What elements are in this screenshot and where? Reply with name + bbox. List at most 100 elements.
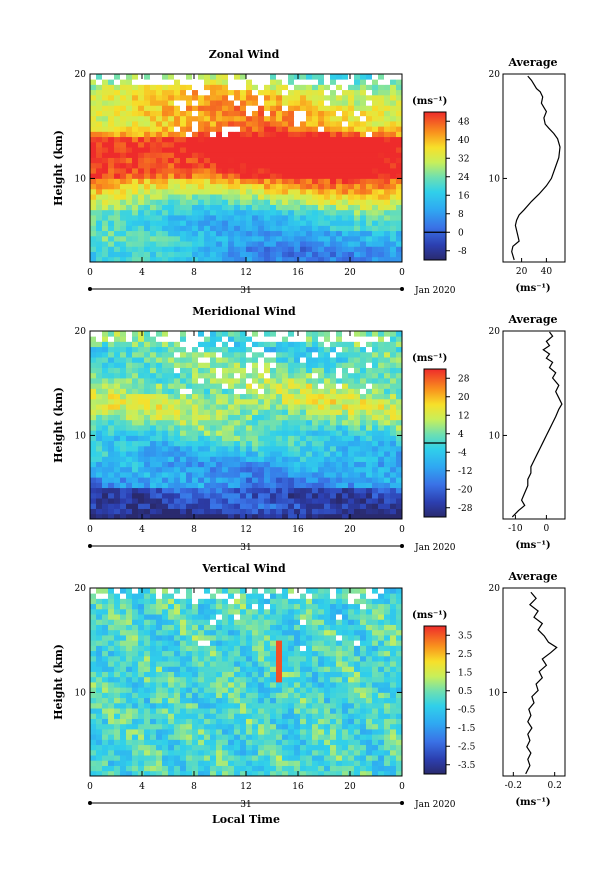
heatmap-cell (120, 230, 127, 237)
heatmap-cell (216, 760, 223, 766)
heatmap-cell (312, 168, 319, 174)
heatmap-cell (144, 451, 151, 457)
heatmap-cell (210, 425, 217, 431)
heatmap-cell (138, 760, 145, 766)
heatmap-cell (210, 225, 217, 232)
heatmap-cell (294, 204, 301, 211)
heatmap-cell (336, 199, 343, 205)
heatmap-cell (270, 215, 277, 221)
heatmap-cell (180, 351, 187, 358)
heatmap-cell (390, 718, 397, 725)
heatmap-cell (198, 136, 205, 143)
heatmap-cell (204, 692, 211, 699)
heatmap-cell (150, 723, 157, 730)
heatmap-cell (162, 472, 169, 478)
heatmap-cell (168, 697, 175, 704)
heatmap-cell (198, 383, 205, 389)
heatmap-cell (120, 445, 127, 452)
heatmap-cell (366, 676, 373, 683)
heatmap-cell (186, 383, 193, 389)
heatmap-cell (114, 477, 121, 483)
heatmap-cell (90, 241, 97, 247)
x-tick-label: 0 (87, 525, 93, 535)
heatmap-cell (114, 461, 121, 468)
heatmap-cell (168, 440, 175, 447)
heatmap-cell (228, 383, 235, 389)
heatmap-cell (216, 687, 223, 693)
heatmap-cell (366, 89, 373, 96)
heatmap-cell (90, 183, 97, 190)
heatmap-cell (264, 713, 271, 719)
heatmap-cell (282, 188, 289, 195)
heatmap-cell (378, 671, 385, 678)
heatmap-cell (384, 739, 391, 746)
heatmap-cell (384, 697, 391, 704)
heatmap-cell (342, 729, 349, 735)
heatmap-cell (96, 456, 103, 462)
heatmap-cell (348, 404, 355, 410)
heatmap-cell (96, 430, 103, 436)
heatmap-cell (264, 466, 271, 473)
heatmap-cell (282, 246, 289, 252)
heatmap-cell (192, 220, 199, 226)
heatmap-cell (186, 713, 193, 719)
heatmap-cell (108, 734, 115, 740)
heatmap-cell (204, 178, 211, 185)
heatmap-cell (330, 451, 337, 457)
heatmap-cell (354, 734, 361, 740)
heatmap-cell (90, 341, 97, 348)
heatmap-cell (210, 487, 217, 494)
heatmap-cell (162, 749, 169, 756)
heatmap-cell (132, 513, 139, 520)
heatmap-cell (378, 79, 385, 85)
heatmap-cell (102, 435, 109, 442)
heatmap-cell (336, 666, 343, 672)
heatmap-cell (396, 115, 403, 122)
heatmap-cell (300, 451, 307, 457)
heatmap-cell (306, 100, 313, 106)
profile-x-tick-label: 40 (541, 267, 553, 277)
heatmap-cell (246, 682, 253, 688)
heatmap-cell (396, 718, 403, 725)
heatmap-cell (90, 414, 97, 421)
heatmap-cell (204, 110, 211, 117)
heatmap-cell (114, 718, 121, 725)
heatmap-cell (342, 331, 349, 337)
heatmap-cell (390, 398, 397, 405)
heatmap-cell (186, 79, 193, 85)
heatmap-cell (216, 121, 223, 127)
heatmap-cell (90, 105, 97, 111)
heatmap-cell (366, 230, 373, 237)
heatmap-cell (126, 362, 133, 368)
heatmap-cell (156, 383, 163, 389)
heatmap-cell (390, 256, 397, 263)
heatmap-cell (144, 225, 151, 232)
heatmap-cell (372, 357, 379, 363)
heatmap-cell (192, 440, 199, 447)
heatmap-cell (228, 770, 235, 777)
heatmap-cell (174, 84, 181, 91)
heatmap-cell (306, 94, 313, 101)
heatmap-cell (150, 362, 157, 368)
heatmap-cell (132, 105, 139, 111)
heatmap-cell (150, 331, 157, 337)
heatmap-cell (354, 235, 361, 242)
heatmap-cell (378, 341, 385, 348)
heatmap-cell (234, 708, 241, 714)
heatmap-cell (186, 351, 193, 358)
heatmap-cell (396, 204, 403, 211)
heatmap-cell (330, 131, 337, 138)
heatmap-cell (330, 671, 337, 678)
heatmap-cell (342, 702, 349, 709)
heatmap-cell (282, 241, 289, 247)
profile-x-ticks: 20 40 (516, 258, 553, 277)
heatmap-cell (138, 398, 145, 405)
heatmap-cell (294, 466, 301, 473)
heatmap-cell (156, 126, 163, 132)
heatmap-cell (366, 404, 373, 410)
heatmap-cell (324, 713, 331, 719)
heatmap-cell (390, 687, 397, 693)
heatmap-cell (216, 708, 223, 714)
heatmap-cell (234, 398, 241, 405)
heatmap-cell (312, 341, 319, 348)
